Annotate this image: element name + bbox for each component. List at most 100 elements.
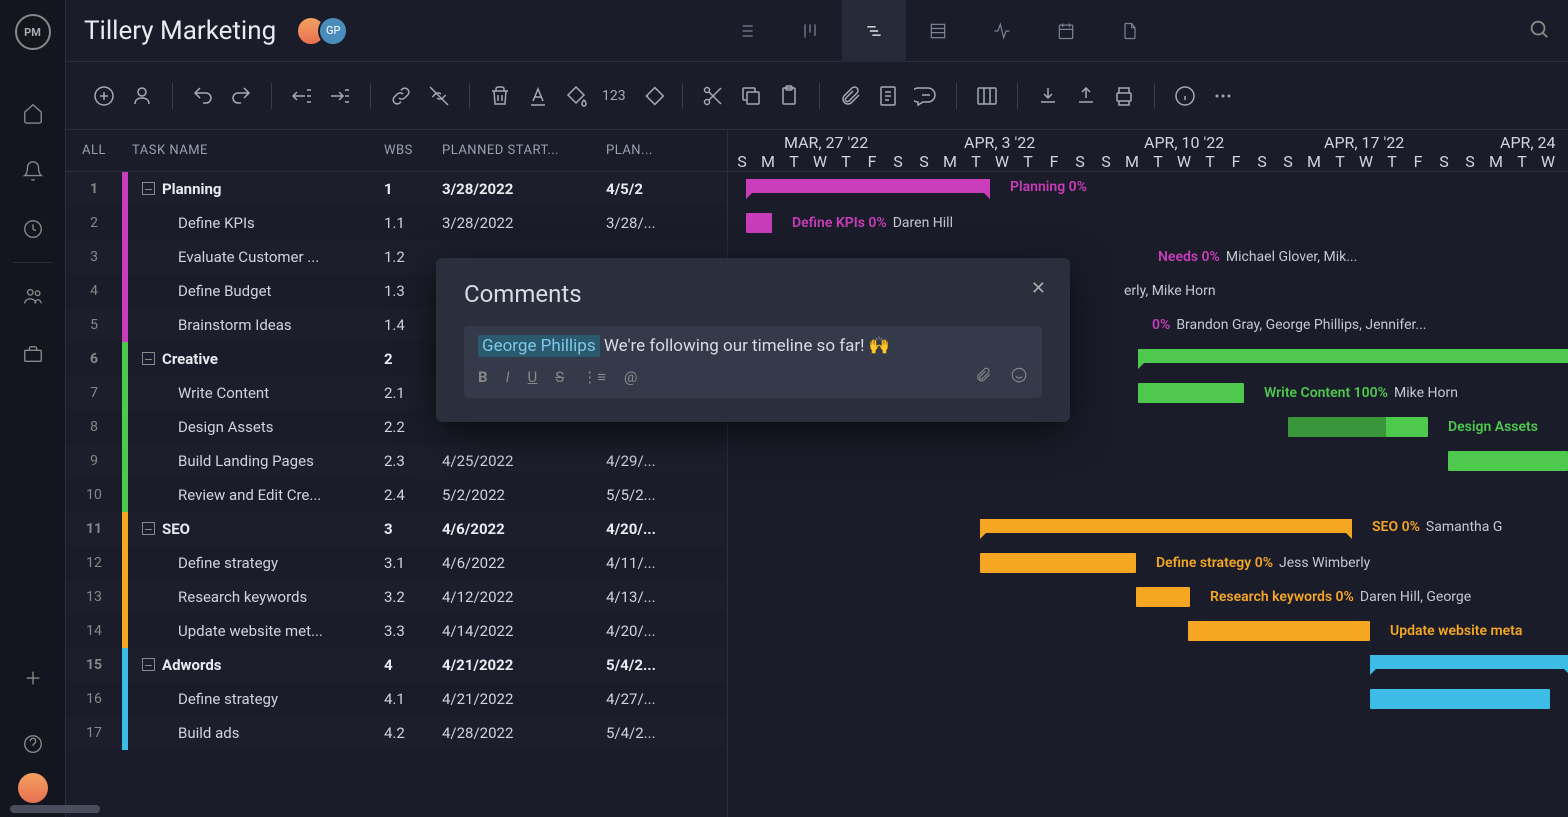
task-row[interactable]: 1Planning13/28/20224/5/2 <box>66 172 727 206</box>
collapse-icon[interactable] <box>142 352 155 365</box>
add-icon[interactable] <box>92 84 116 108</box>
task-start: 4/21/2022 <box>442 690 606 708</box>
info-icon[interactable] <box>1173 84 1197 108</box>
mention-icon[interactable]: @ <box>624 368 637 386</box>
assign-icon[interactable] <box>130 84 154 108</box>
task-row[interactable]: 14Update website met...3.34/14/20224/20/… <box>66 614 727 648</box>
sheet-view-icon[interactable] <box>906 0 970 62</box>
row-number: 3 <box>66 249 122 265</box>
board-view-icon[interactable] <box>778 0 842 62</box>
milestone-icon[interactable] <box>640 84 664 108</box>
gantt-bar[interactable] <box>1370 689 1550 709</box>
gantt-bar[interactable] <box>1448 451 1568 471</box>
row-number: 15 <box>66 657 122 673</box>
col-all[interactable]: ALL <box>66 143 122 158</box>
task-row[interactable]: 2Define KPIs1.13/28/20223/28/... <box>66 206 727 240</box>
task-row[interactable]: 13Research keywords3.24/12/20224/13/... <box>66 580 727 614</box>
comment-icon[interactable] <box>914 84 938 108</box>
columns-icon[interactable] <box>975 84 999 108</box>
bell-icon[interactable] <box>0 142 65 200</box>
close-icon[interactable]: ✕ <box>1031 278 1046 299</box>
notes-icon[interactable] <box>876 84 900 108</box>
home-icon[interactable] <box>0 84 65 142</box>
list-view-icon[interactable] <box>714 0 778 62</box>
people-icon[interactable] <box>0 267 65 325</box>
attach-icon[interactable] <box>974 366 992 388</box>
comment-input[interactable]: George Phillips We're following our time… <box>464 326 1042 398</box>
clock-icon[interactable] <box>0 200 65 258</box>
task-wbs: 2.4 <box>384 486 442 504</box>
task-wbs: 3.1 <box>384 554 442 572</box>
gantt-view-icon[interactable] <box>842 0 906 62</box>
underline-icon[interactable]: U <box>528 368 538 386</box>
cut-icon[interactable] <box>701 84 725 108</box>
collapse-icon[interactable] <box>142 658 155 671</box>
app-logo[interactable]: PM <box>15 14 51 50</box>
collapse-icon[interactable] <box>142 182 155 195</box>
copy-icon[interactable] <box>739 84 763 108</box>
task-row[interactable]: 12Define strategy3.14/6/20224/11/... <box>66 546 727 580</box>
print-icon[interactable] <box>1112 84 1136 108</box>
attach-icon[interactable] <box>838 84 862 108</box>
import-icon[interactable] <box>1036 84 1060 108</box>
gantt-bar[interactable] <box>1370 655 1568 669</box>
comment-text[interactable]: George Phillips We're following our time… <box>478 336 1028 356</box>
col-task[interactable]: TASK NAME <box>122 143 384 158</box>
calendar-view-icon[interactable] <box>1034 0 1098 62</box>
help-icon[interactable] <box>0 715 65 773</box>
gantt-bar[interactable] <box>1136 587 1190 607</box>
redo-icon[interactable] <box>229 84 253 108</box>
export-icon[interactable] <box>1074 84 1098 108</box>
gantt-bar[interactable] <box>1288 417 1428 437</box>
paste-icon[interactable] <box>777 84 801 108</box>
trash-icon[interactable] <box>488 84 512 108</box>
task-name: Design Assets <box>128 418 384 436</box>
task-name: Build ads <box>128 724 384 742</box>
task-row[interactable]: 10Review and Edit Cre...2.45/2/20225/5/2… <box>66 478 727 512</box>
search-icon[interactable] <box>1528 18 1550 44</box>
unlink-icon[interactable] <box>427 84 451 108</box>
task-row[interactable]: 15Adwords44/21/20225/4/2... <box>66 648 727 682</box>
gantt-bar[interactable] <box>980 519 1352 533</box>
col-end[interactable]: PLAN... <box>606 143 727 158</box>
gantt-bar[interactable] <box>746 179 990 193</box>
plus-icon[interactable] <box>0 649 65 707</box>
gantt-bar[interactable] <box>980 553 1136 573</box>
task-wbs: 1 <box>384 180 442 198</box>
task-row[interactable]: 11SEO34/6/20224/20/... <box>66 512 727 546</box>
list-icon[interactable]: ⋮≡ <box>582 368 606 386</box>
gantt-bar[interactable] <box>1138 349 1568 363</box>
day-label: S <box>1458 152 1482 171</box>
briefcase-icon[interactable] <box>0 325 65 383</box>
number-icon[interactable]: 123 <box>602 88 626 104</box>
task-row[interactable]: 9Build Landing Pages2.34/25/20224/29/... <box>66 444 727 478</box>
link-icon[interactable] <box>389 84 413 108</box>
col-start[interactable]: PLANNED START... <box>442 143 606 158</box>
outdent-icon[interactable] <box>290 84 314 108</box>
italic-icon[interactable]: I <box>506 368 510 386</box>
activity-view-icon[interactable] <box>970 0 1034 62</box>
mention-tag[interactable]: George Phillips <box>478 335 600 357</box>
task-row[interactable]: 17Build ads4.24/28/20225/4/2... <box>66 716 727 750</box>
user-avatar[interactable] <box>18 773 48 803</box>
text-color-icon[interactable] <box>526 84 550 108</box>
task-row[interactable]: 16Define strategy4.14/21/20224/27/... <box>66 682 727 716</box>
undo-icon[interactable] <box>191 84 215 108</box>
task-name: Adwords <box>128 656 384 674</box>
scrollbar[interactable] <box>66 805 100 813</box>
more-icon[interactable] <box>1211 84 1235 108</box>
avatar-2[interactable]: GP <box>318 16 348 46</box>
strike-icon[interactable]: S <box>555 368 564 386</box>
emoji-icon[interactable] <box>1010 366 1028 388</box>
gantt-bar[interactable] <box>1138 383 1244 403</box>
col-wbs[interactable]: WBS <box>384 143 442 158</box>
indent-icon[interactable] <box>328 84 352 108</box>
gantt-bar[interactable] <box>746 213 772 233</box>
member-avatars[interactable]: GP <box>296 16 348 46</box>
gantt-bar[interactable] <box>1188 621 1370 641</box>
task-name: Research keywords <box>128 588 384 606</box>
collapse-icon[interactable] <box>142 522 155 535</box>
doc-view-icon[interactable] <box>1098 0 1162 62</box>
fill-icon[interactable] <box>564 84 588 108</box>
bold-icon[interactable]: B <box>478 368 488 386</box>
